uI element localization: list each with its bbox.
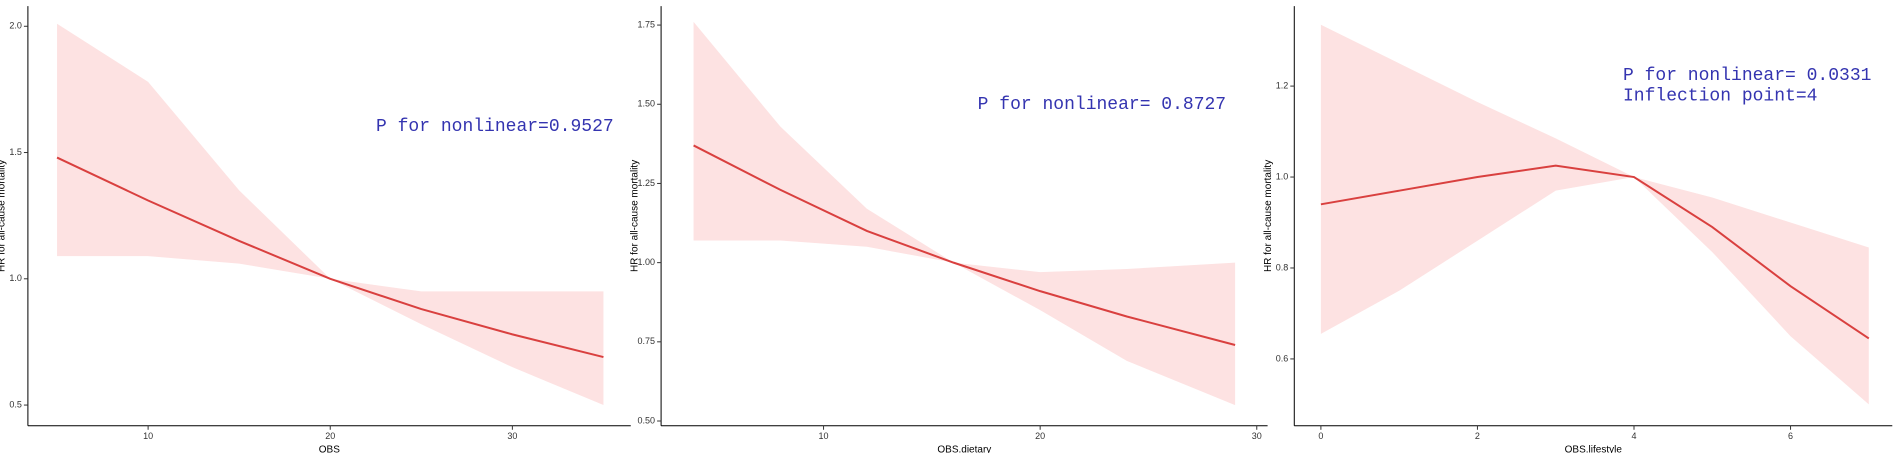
confidence-band — [693, 21, 1236, 406]
y-axis-label: HR for all-cause mortality — [0, 160, 8, 272]
y-tick-label: 1.0 — [1276, 171, 1289, 181]
confidence-band — [57, 23, 604, 406]
annotation: P for nonlinear= 0.0331 — [1623, 66, 1871, 86]
y-tick-label: 1.5 — [9, 147, 22, 157]
x-tick-label: 10 — [143, 431, 153, 441]
x-tick-label: 4 — [1631, 431, 1636, 441]
hr-line — [693, 144, 1236, 346]
annotation: P for nonlinear=0.9527 — [376, 117, 614, 137]
x-axis-label: OBS — [319, 444, 340, 453]
x-tick-label: 6 — [1788, 431, 1793, 441]
x-tick-label: 30 — [507, 431, 517, 441]
y-tick-label: 1.00 — [638, 257, 656, 267]
x-axis-label: OBS.lifestyle — [1565, 444, 1623, 453]
annotation: P for nonlinear= 0.8727 — [978, 95, 1226, 115]
hr-line — [56, 156, 604, 359]
panel: 0.5 1.0 1.5 2.0 10 20 30 OBS HR for all-cause mo… — [0, 6, 631, 453]
y-tick-label: 0.50 — [638, 415, 656, 425]
x-tick-label: 20 — [325, 431, 335, 441]
y-axis-label: HR for all-cause mortality — [630, 160, 641, 272]
y-tick-label: 0.8 — [1276, 262, 1289, 272]
panel: 0.6 0.8 1.0 1.2 0 2 4 6 OBS.lifestyle HR for all-… — [1263, 6, 1893, 453]
y-tick-label: 1.75 — [638, 19, 656, 29]
hr-line — [1320, 164, 1870, 340]
y-tick-label: 1.25 — [638, 178, 656, 188]
y-tick-label: 1.2 — [1276, 80, 1289, 90]
y-tick-label: 2.0 — [9, 21, 22, 31]
y-tick-label: 0.6 — [1276, 353, 1289, 363]
y-tick-label: 1.0 — [9, 273, 22, 283]
x-tick-label: 30 — [1252, 431, 1262, 441]
y-tick-label: 0.75 — [638, 336, 656, 346]
x-axis-label: OBS.dietary — [937, 444, 991, 453]
y-tick-label: 1.50 — [638, 99, 656, 109]
panel: 0.50 0.75 1.00 1.25 1.50 1.75 10 20 30 OBS.dietar… — [630, 6, 1268, 453]
x-tick-label: 20 — [1035, 431, 1045, 441]
x-tick-label: 2 — [1475, 431, 1480, 441]
confidence-band — [1320, 24, 1869, 405]
y-axis-label: HR for all-cause mortality — [1263, 160, 1274, 272]
x-tick-label: 10 — [819, 431, 829, 441]
x-tick-label: 0 — [1318, 431, 1323, 441]
annotation: Inflection point=4 — [1623, 87, 1817, 107]
y-tick-label: 0.5 — [9, 399, 22, 409]
